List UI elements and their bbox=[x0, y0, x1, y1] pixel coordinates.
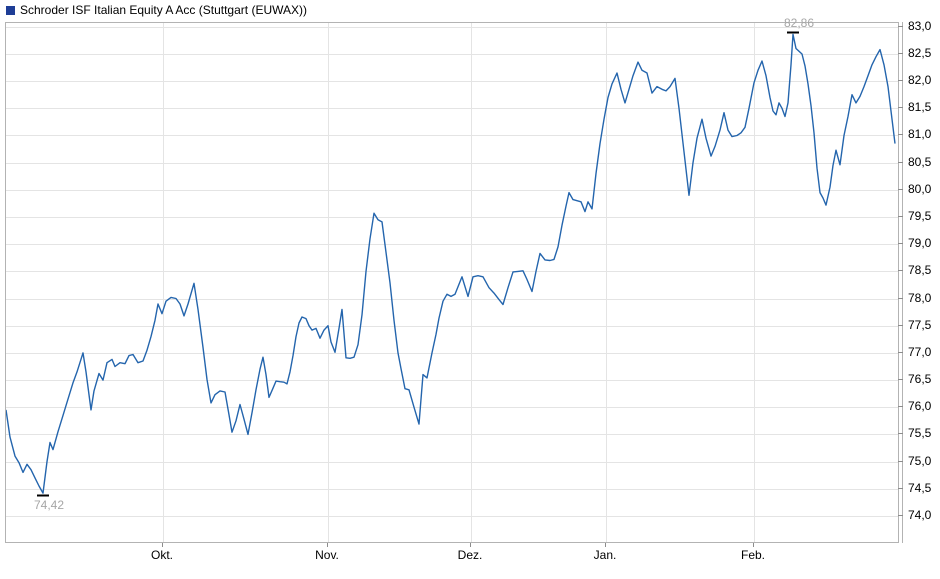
y-axis-tick bbox=[898, 406, 903, 407]
y-axis-tick-label: 77,0 bbox=[908, 345, 932, 359]
y-axis-tick-label: 76,0 bbox=[908, 399, 932, 413]
x-axis-month-label: Jan. bbox=[593, 548, 617, 562]
y-axis-tick-label: 79,5 bbox=[908, 209, 932, 223]
x-axis-month-label: Dez. bbox=[457, 548, 483, 562]
y-axis-tick-label: 80,5 bbox=[908, 155, 932, 169]
y-axis-tick bbox=[898, 80, 903, 81]
y-axis-tick bbox=[898, 134, 903, 135]
y-axis-tick-label: 78,5 bbox=[908, 263, 932, 277]
x-axis-tick bbox=[470, 543, 471, 547]
y-axis-tick bbox=[898, 53, 903, 54]
plot-area: 82,86 74,42 bbox=[5, 16, 899, 543]
y-axis-tick bbox=[898, 189, 903, 190]
y-axis-tick bbox=[898, 352, 903, 353]
y-axis-tick-label: 74,0 bbox=[908, 508, 932, 522]
y-axis-tick bbox=[898, 488, 903, 489]
x-axis-tick bbox=[327, 543, 328, 547]
y-axis-tick-label: 74,5 bbox=[908, 481, 932, 495]
y-axis-tick-label: 75,5 bbox=[908, 426, 932, 440]
y-axis-tick bbox=[898, 216, 903, 217]
x-axis-month-label: Nov. bbox=[315, 548, 339, 562]
x-axis-month-label: Okt. bbox=[150, 548, 174, 562]
y-axis-tick-label: 75,0 bbox=[908, 454, 932, 468]
y-axis-tick bbox=[898, 298, 903, 299]
y-axis-tick bbox=[898, 107, 903, 108]
y-axis-tick bbox=[898, 325, 903, 326]
x-axis-tick bbox=[605, 543, 606, 547]
y-axis-line bbox=[902, 22, 903, 543]
y-axis-tick bbox=[898, 26, 903, 27]
legend-swatch-icon bbox=[6, 5, 15, 15]
y-axis-tick bbox=[898, 162, 903, 163]
x-axis-month-label: Feb. bbox=[740, 548, 766, 562]
y-axis-tick bbox=[898, 270, 903, 271]
y-axis-tick-label: 83,0 bbox=[908, 19, 932, 33]
y-axis-tick bbox=[898, 243, 903, 244]
y-axis-tick bbox=[898, 515, 903, 516]
chart-header: Schroder ISF Italian Equity A Acc (Stutt… bbox=[6, 3, 307, 17]
y-axis-tick bbox=[898, 379, 903, 380]
y-axis-tick bbox=[898, 433, 903, 434]
y-axis-tick-label: 81,0 bbox=[908, 127, 932, 141]
y-axis-tick-label: 81,5 bbox=[908, 100, 932, 114]
x-axis-tick bbox=[753, 543, 754, 547]
y-axis-tick-label: 82,5 bbox=[908, 46, 932, 60]
chart-title: Schroder ISF Italian Equity A Acc (Stutt… bbox=[20, 3, 307, 17]
low-annotation-label: 74,42 bbox=[33, 498, 65, 513]
x-axis-tick bbox=[162, 543, 163, 547]
y-axis-tick-label: 76,5 bbox=[908, 372, 932, 386]
price-chart-svg bbox=[6, 23, 898, 542]
y-axis-tick-label: 80,0 bbox=[908, 182, 932, 196]
y-axis-tick-label: 82,0 bbox=[908, 73, 932, 87]
y-axis-tick bbox=[898, 461, 903, 462]
y-axis-tick-label: 77,5 bbox=[908, 318, 932, 332]
high-annotation-label: 82,86 bbox=[783, 16, 815, 31]
price-line bbox=[6, 33, 896, 494]
y-axis-tick-label: 78,0 bbox=[908, 291, 932, 305]
y-axis-tick-label: 79,0 bbox=[908, 236, 932, 250]
